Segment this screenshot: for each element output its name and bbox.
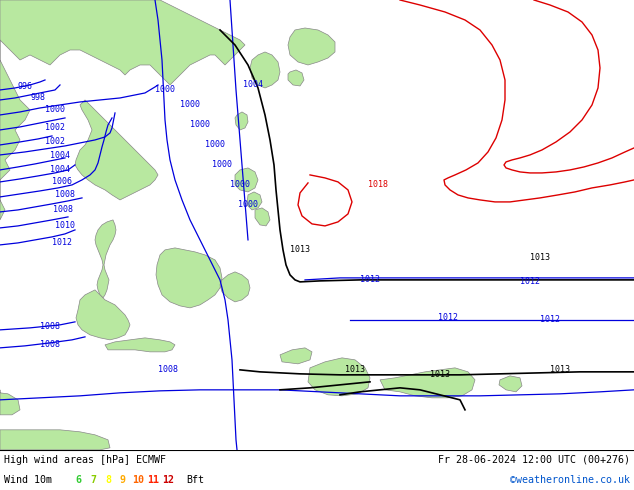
Text: Fr 28-06-2024 12:00 UTC (00+276): Fr 28-06-2024 12:00 UTC (00+276) <box>438 455 630 465</box>
Text: 1002: 1002 <box>45 137 65 147</box>
Text: 1010: 1010 <box>55 221 75 230</box>
Polygon shape <box>250 52 280 88</box>
Text: 1000: 1000 <box>190 121 210 129</box>
Text: 1004: 1004 <box>50 166 70 174</box>
Text: 1000: 1000 <box>230 180 250 190</box>
Text: 998: 998 <box>30 94 46 102</box>
Polygon shape <box>105 338 175 352</box>
Text: 1000: 1000 <box>155 85 175 95</box>
Text: 1018: 1018 <box>368 180 388 190</box>
Text: 1013: 1013 <box>430 370 450 379</box>
Text: 1008: 1008 <box>55 191 75 199</box>
Text: High wind areas [hPa] ECMWF: High wind areas [hPa] ECMWF <box>4 455 166 465</box>
Polygon shape <box>499 376 522 392</box>
Text: 9: 9 <box>120 475 126 485</box>
Polygon shape <box>235 112 248 130</box>
Text: 1012: 1012 <box>360 275 380 284</box>
Polygon shape <box>280 348 312 364</box>
Polygon shape <box>76 290 130 340</box>
Text: 1000: 1000 <box>45 105 65 115</box>
Text: 1013: 1013 <box>290 245 310 254</box>
Polygon shape <box>75 100 158 200</box>
Text: 1000: 1000 <box>180 100 200 109</box>
Text: 1008: 1008 <box>53 205 73 215</box>
Text: 1008: 1008 <box>158 366 178 374</box>
Text: 1006: 1006 <box>52 177 72 186</box>
Text: 1012: 1012 <box>52 239 72 247</box>
Text: 1004: 1004 <box>50 151 70 160</box>
Text: 1008: 1008 <box>40 341 60 349</box>
Text: 1000: 1000 <box>238 200 258 209</box>
Text: 11: 11 <box>147 475 159 485</box>
Polygon shape <box>308 358 370 396</box>
Text: 1000: 1000 <box>205 141 225 149</box>
Text: 8: 8 <box>105 475 111 485</box>
Text: Wind 10m: Wind 10m <box>4 475 52 485</box>
Text: 1004: 1004 <box>243 80 263 90</box>
Polygon shape <box>235 168 258 192</box>
Text: 1012: 1012 <box>520 277 540 286</box>
Polygon shape <box>288 28 335 65</box>
Text: 7: 7 <box>90 475 96 485</box>
Text: 6: 6 <box>75 475 81 485</box>
Text: 1012: 1012 <box>540 316 560 324</box>
Text: 1002: 1002 <box>45 123 65 132</box>
Polygon shape <box>0 0 245 220</box>
Text: 1013: 1013 <box>530 253 550 263</box>
Polygon shape <box>156 248 222 308</box>
Polygon shape <box>288 70 304 86</box>
Polygon shape <box>0 390 20 415</box>
Text: 1008: 1008 <box>40 322 60 331</box>
Text: Bft: Bft <box>186 475 204 485</box>
Text: 10: 10 <box>132 475 144 485</box>
Text: 12: 12 <box>162 475 174 485</box>
Text: 1013: 1013 <box>345 366 365 374</box>
Text: ©weatheronline.co.uk: ©weatheronline.co.uk <box>510 475 630 485</box>
Text: 1013: 1013 <box>550 366 570 374</box>
Polygon shape <box>220 272 250 302</box>
Polygon shape <box>95 220 116 298</box>
Text: 996: 996 <box>18 82 32 92</box>
Polygon shape <box>255 208 270 226</box>
Text: 1000: 1000 <box>212 160 232 170</box>
Text: 1012: 1012 <box>438 314 458 322</box>
Polygon shape <box>380 368 475 398</box>
Polygon shape <box>247 192 262 210</box>
Polygon shape <box>0 430 110 450</box>
